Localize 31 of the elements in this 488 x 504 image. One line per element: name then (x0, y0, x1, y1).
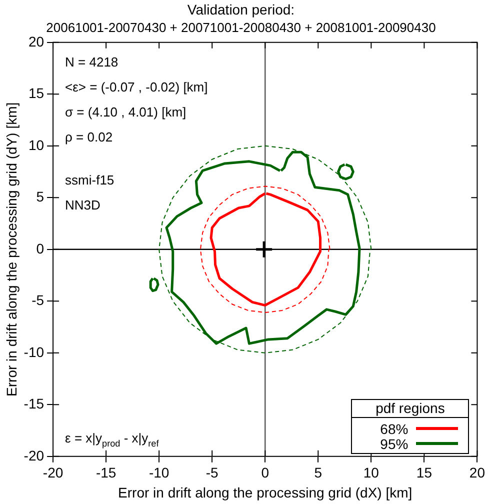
x-tick-label: 0 (261, 464, 270, 481)
x-tick-label: 20 (469, 464, 486, 481)
y-tick-label: 0 (36, 240, 44, 256)
x-tick-label: -15 (96, 464, 116, 481)
chart-title: Validation period: (187, 1, 295, 18)
x-tick-label: 10 (363, 464, 380, 481)
x-tick-label: -10 (148, 464, 170, 481)
y-tick-label: 5 (36, 188, 44, 205)
legend-label: 95% (379, 436, 408, 452)
y-tick-label: -15 (24, 396, 44, 412)
y-tick-label: -20 (24, 447, 44, 464)
y-axis-title: Error in drift along the processing grid (dY) [km] (3, 102, 20, 396)
y-tick-label: -10 (24, 344, 44, 360)
annotation: NN3D (65, 197, 100, 212)
legend-title: pdf regions (374, 400, 446, 418)
line-series (200, 186, 330, 314)
annotation: ssmi-f15 (65, 172, 114, 188)
y-tick-label: 15 (28, 85, 44, 102)
x-tick-label: -5 (206, 464, 219, 481)
annotation: σ = (4.10 , 4.01) [km] (65, 104, 186, 120)
y-tick-label: -5 (32, 292, 44, 308)
x-axis-title: Error in drift along the processing grid (dX) [km] (118, 484, 412, 500)
annotation: ρ = 0.02 (65, 129, 113, 144)
y-tick-label: 10 (28, 136, 44, 153)
x-tick-label: 15 (416, 464, 432, 481)
x-tick-label: 5 (314, 464, 322, 481)
annotation: N = 4218 (65, 54, 118, 70)
y-tick-label: 20 (28, 33, 44, 50)
chart-subtitle: 20061001-20070430 + 20071001-20080430 + 20081001-20090430 (46, 20, 436, 36)
legend-label: 68% (379, 420, 408, 437)
annotation: <ε> = (-0.07 , -0.02) [km] (65, 79, 208, 94)
